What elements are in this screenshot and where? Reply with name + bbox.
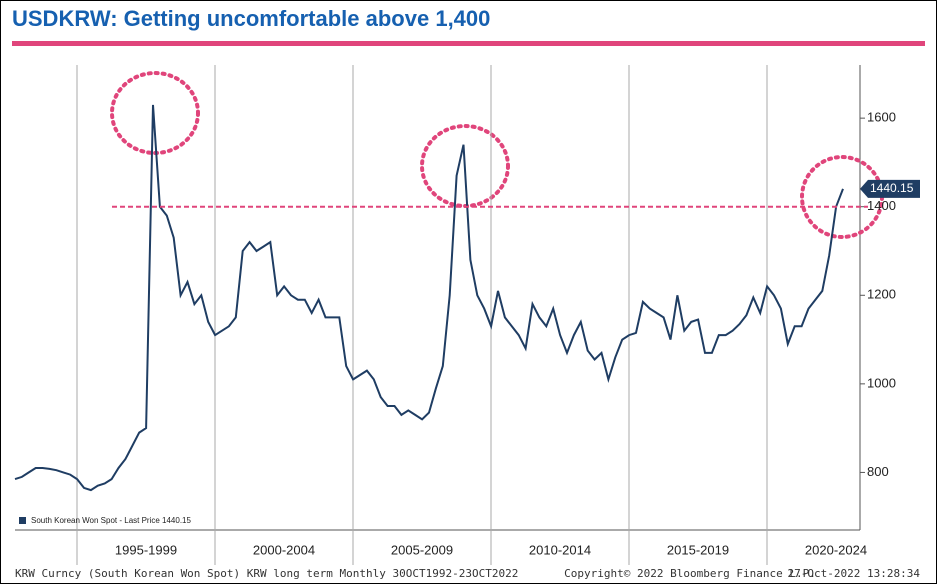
footer-left: KRW Curncy (South Korean Won Spot) KRW l… bbox=[15, 567, 518, 580]
footer-right: 27-Oct-2022 13:28:34 bbox=[788, 567, 921, 580]
y-tick-label: 1400 bbox=[867, 198, 896, 213]
x-tick-label: 2020-2024 bbox=[805, 542, 867, 557]
x-tick-label: 2010-2014 bbox=[529, 542, 591, 557]
footer-center: Copyright© 2022 Bloomberg Finance L.P. bbox=[564, 567, 816, 580]
x-tick-label: 2000-2004 bbox=[253, 542, 315, 557]
title-rule bbox=[12, 41, 925, 46]
last-price-label: 1440.15 bbox=[870, 181, 914, 195]
legend-label: South Korean Won Spot - Last Price 1440.… bbox=[31, 516, 192, 525]
y-tick-label: 1000 bbox=[867, 375, 896, 390]
price-line bbox=[14, 104, 844, 492]
last-price-tag bbox=[860, 179, 920, 198]
x-tick-label: 2005-2009 bbox=[391, 542, 453, 557]
legend-swatch bbox=[19, 517, 26, 524]
x-tick-label: 1995-1999 bbox=[115, 542, 177, 557]
x-tick-label: 2015-2019 bbox=[667, 542, 729, 557]
y-tick-label: 1600 bbox=[867, 110, 896, 125]
y-tick-label: 1200 bbox=[867, 287, 896, 302]
chart-title: USDKRW: Getting uncomfortable above 1,40… bbox=[12, 6, 490, 31]
y-tick-label: 800 bbox=[867, 464, 889, 479]
